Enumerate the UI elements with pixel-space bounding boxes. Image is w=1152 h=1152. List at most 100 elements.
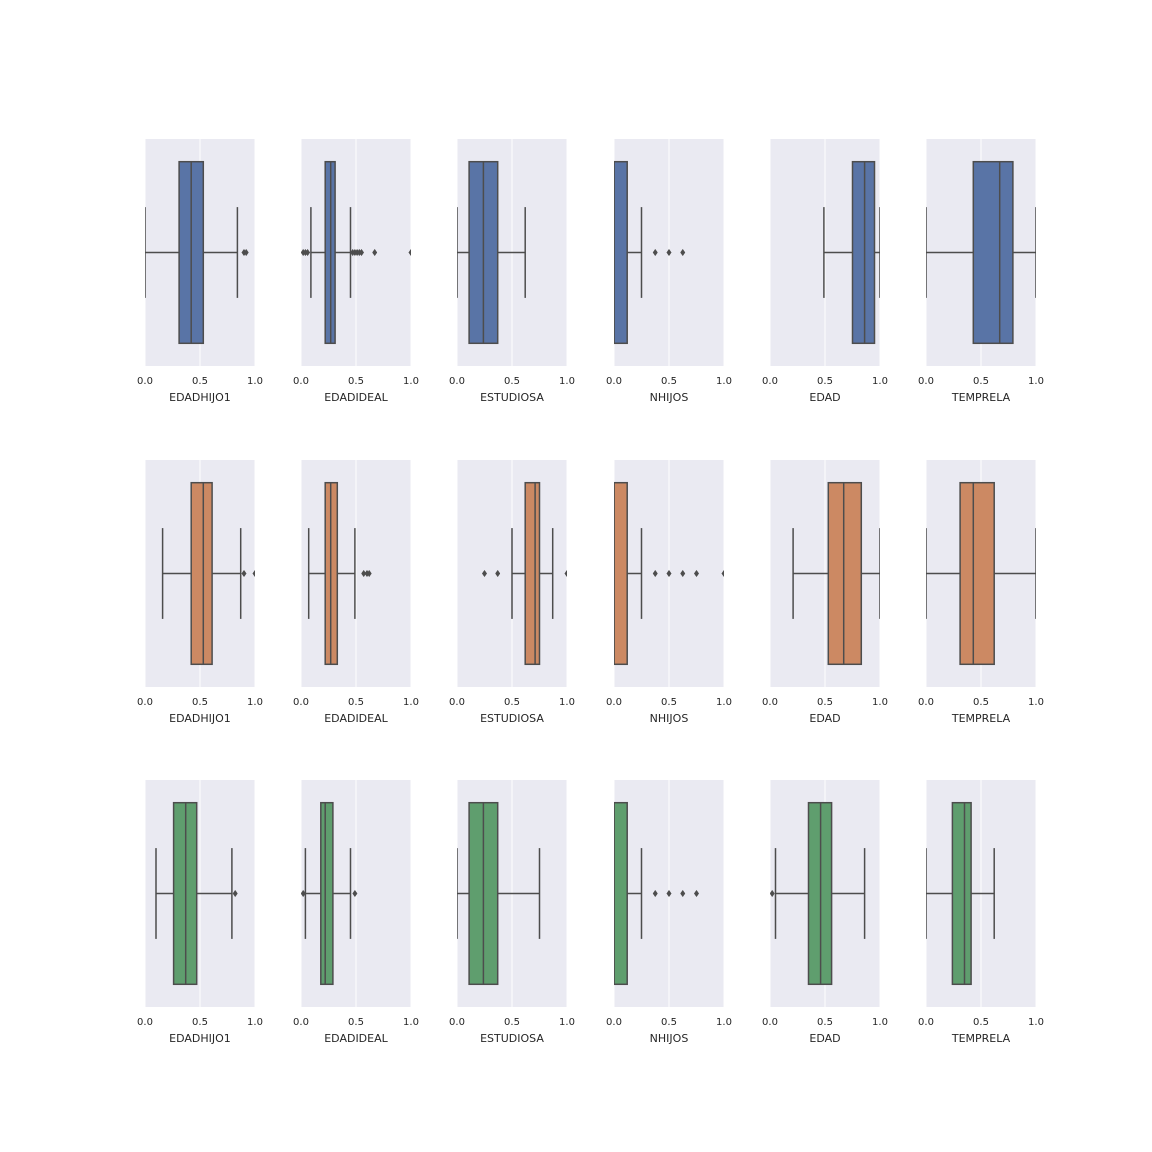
x-axis-label: EDADHIJO1 bbox=[169, 712, 231, 725]
outlier-point bbox=[652, 889, 658, 898]
x-tick-label: 0.0 bbox=[137, 1017, 153, 1028]
x-axis-label: EDADIDEAL bbox=[324, 1032, 388, 1045]
panel-edad-row2: 0.0 0.5 1.0 EDAD bbox=[762, 460, 888, 725]
x-tick-label: 0.5 bbox=[817, 697, 833, 708]
x-axis-label: TEMPRELA bbox=[951, 1032, 1011, 1045]
x-tick-label: 1.0 bbox=[247, 697, 263, 708]
x-tick-label: 0.0 bbox=[762, 376, 778, 387]
x-tick-label: 1.0 bbox=[872, 697, 888, 708]
panel-edadhijo1-row3: 0.0 0.5 1.0 EDADHIJO1 bbox=[137, 780, 263, 1045]
x-tick-label: 0.0 bbox=[293, 1017, 309, 1028]
outlier-point bbox=[693, 569, 700, 578]
x-axis-label: NHIJOS bbox=[650, 391, 689, 404]
x-tick-label: 0.0 bbox=[137, 376, 153, 387]
x-tick-label: 0.0 bbox=[293, 697, 309, 708]
x-tick-label: 1.0 bbox=[559, 376, 575, 387]
x-tick-label: 1.0 bbox=[403, 376, 419, 387]
plot-area bbox=[926, 801, 995, 986]
x-tick-label: 1.0 bbox=[872, 376, 888, 387]
plot-area bbox=[457, 160, 526, 345]
panel-temprela-row3: 0.0 0.5 1.0 TEMPRELA bbox=[918, 780, 1044, 1045]
box-iqr bbox=[614, 160, 628, 345]
panel-estudiosa-row1: 0.0 0.5 1.0 ESTUDIOSA bbox=[449, 139, 575, 404]
plot-area bbox=[792, 481, 880, 666]
x-tick-label: 1.0 bbox=[1028, 1017, 1044, 1028]
outlier-point bbox=[693, 889, 700, 898]
x-tick-label: 0.0 bbox=[762, 1017, 778, 1028]
outlier-point bbox=[495, 569, 501, 578]
plot-area bbox=[307, 481, 372, 666]
outlier-point bbox=[481, 569, 488, 578]
box-iqr bbox=[320, 801, 334, 986]
outlier-point bbox=[770, 889, 775, 898]
plot-area bbox=[161, 481, 255, 666]
panel-edadhijo1-row1: 0.0 0.5 1.0 EDADHIJO1 bbox=[137, 139, 263, 404]
x-tick-label: 0.5 bbox=[192, 1017, 208, 1028]
outlier-point bbox=[352, 889, 358, 898]
panel-nhijos-row2: 0.0 0.5 1.0 NHIJOS bbox=[606, 460, 732, 725]
x-axis-label: EDADIDEAL bbox=[324, 391, 388, 404]
x-tick-label: 0.5 bbox=[348, 376, 364, 387]
x-tick-label: 1.0 bbox=[559, 1017, 575, 1028]
plot-area bbox=[926, 160, 1036, 345]
x-tick-label: 0.5 bbox=[348, 1017, 364, 1028]
outlier-point bbox=[361, 569, 367, 578]
x-axis-label: ESTUDIOSA bbox=[480, 1032, 544, 1045]
x-tick-label: 0.5 bbox=[192, 697, 208, 708]
outlier-point bbox=[721, 569, 724, 578]
x-tick-label: 0.5 bbox=[661, 1017, 677, 1028]
x-tick-label: 0.5 bbox=[504, 376, 520, 387]
box-iqr bbox=[827, 481, 863, 666]
outlier-point bbox=[680, 569, 686, 578]
x-axis-label: EDAD bbox=[809, 712, 840, 725]
outlier-point bbox=[408, 248, 411, 257]
x-tick-label: 0.0 bbox=[918, 376, 934, 387]
x-tick-label: 0.5 bbox=[973, 697, 989, 708]
x-tick-label: 1.0 bbox=[403, 1017, 419, 1028]
outlier-point bbox=[652, 248, 658, 257]
x-tick-label: 0.5 bbox=[504, 697, 520, 708]
panel-temprela-row2: 0.0 0.5 1.0 TEMPRELA bbox=[918, 460, 1044, 725]
x-tick-label: 1.0 bbox=[247, 1017, 263, 1028]
x-tick-label: 1.0 bbox=[716, 376, 732, 387]
outlier-point bbox=[243, 248, 249, 257]
plot-area bbox=[457, 801, 541, 986]
outlier-point bbox=[232, 889, 238, 898]
panel-nhijos-row3: 0.0 0.5 1.0 NHIJOS bbox=[606, 780, 732, 1045]
box-iqr bbox=[190, 481, 213, 666]
x-axis-label: TEMPRELA bbox=[951, 391, 1011, 404]
x-tick-label: 0.5 bbox=[192, 376, 208, 387]
x-tick-label: 1.0 bbox=[872, 1017, 888, 1028]
plot-area bbox=[614, 160, 686, 345]
plot-area bbox=[823, 160, 880, 345]
outlier-point bbox=[301, 889, 306, 898]
outlier-point bbox=[564, 569, 567, 578]
x-tick-label: 0.5 bbox=[661, 697, 677, 708]
outlier-point bbox=[680, 889, 686, 898]
plot-area bbox=[155, 801, 238, 986]
x-axis-label: NHIJOS bbox=[650, 1032, 689, 1045]
box-iqr bbox=[614, 801, 628, 986]
x-tick-label: 0.0 bbox=[449, 1017, 465, 1028]
x-tick-label: 1.0 bbox=[716, 697, 732, 708]
box-iqr bbox=[524, 481, 541, 666]
outlier-point bbox=[666, 569, 672, 578]
x-tick-label: 0.0 bbox=[606, 376, 622, 387]
x-axis-label: EDADIDEAL bbox=[324, 712, 388, 725]
x-tick-label: 0.5 bbox=[348, 697, 364, 708]
x-axis-label: EDAD bbox=[809, 391, 840, 404]
x-tick-label: 0.0 bbox=[762, 697, 778, 708]
plot-area bbox=[614, 481, 724, 666]
panel-temprela-row1: 0.0 0.5 1.0 TEMPRELA bbox=[918, 139, 1044, 404]
box-iqr bbox=[951, 801, 972, 986]
plot-area bbox=[770, 801, 866, 986]
x-tick-label: 0.0 bbox=[293, 376, 309, 387]
outlier-point bbox=[372, 248, 378, 257]
plot-area bbox=[301, 801, 358, 986]
panel-edadideal-row1: 0.0 0.5 1.0 EDADIDEAL bbox=[293, 139, 419, 404]
x-axis-label: ESTUDIOSA bbox=[480, 391, 544, 404]
x-tick-label: 1.0 bbox=[559, 697, 575, 708]
x-tick-label: 0.0 bbox=[606, 697, 622, 708]
x-tick-label: 1.0 bbox=[403, 697, 419, 708]
